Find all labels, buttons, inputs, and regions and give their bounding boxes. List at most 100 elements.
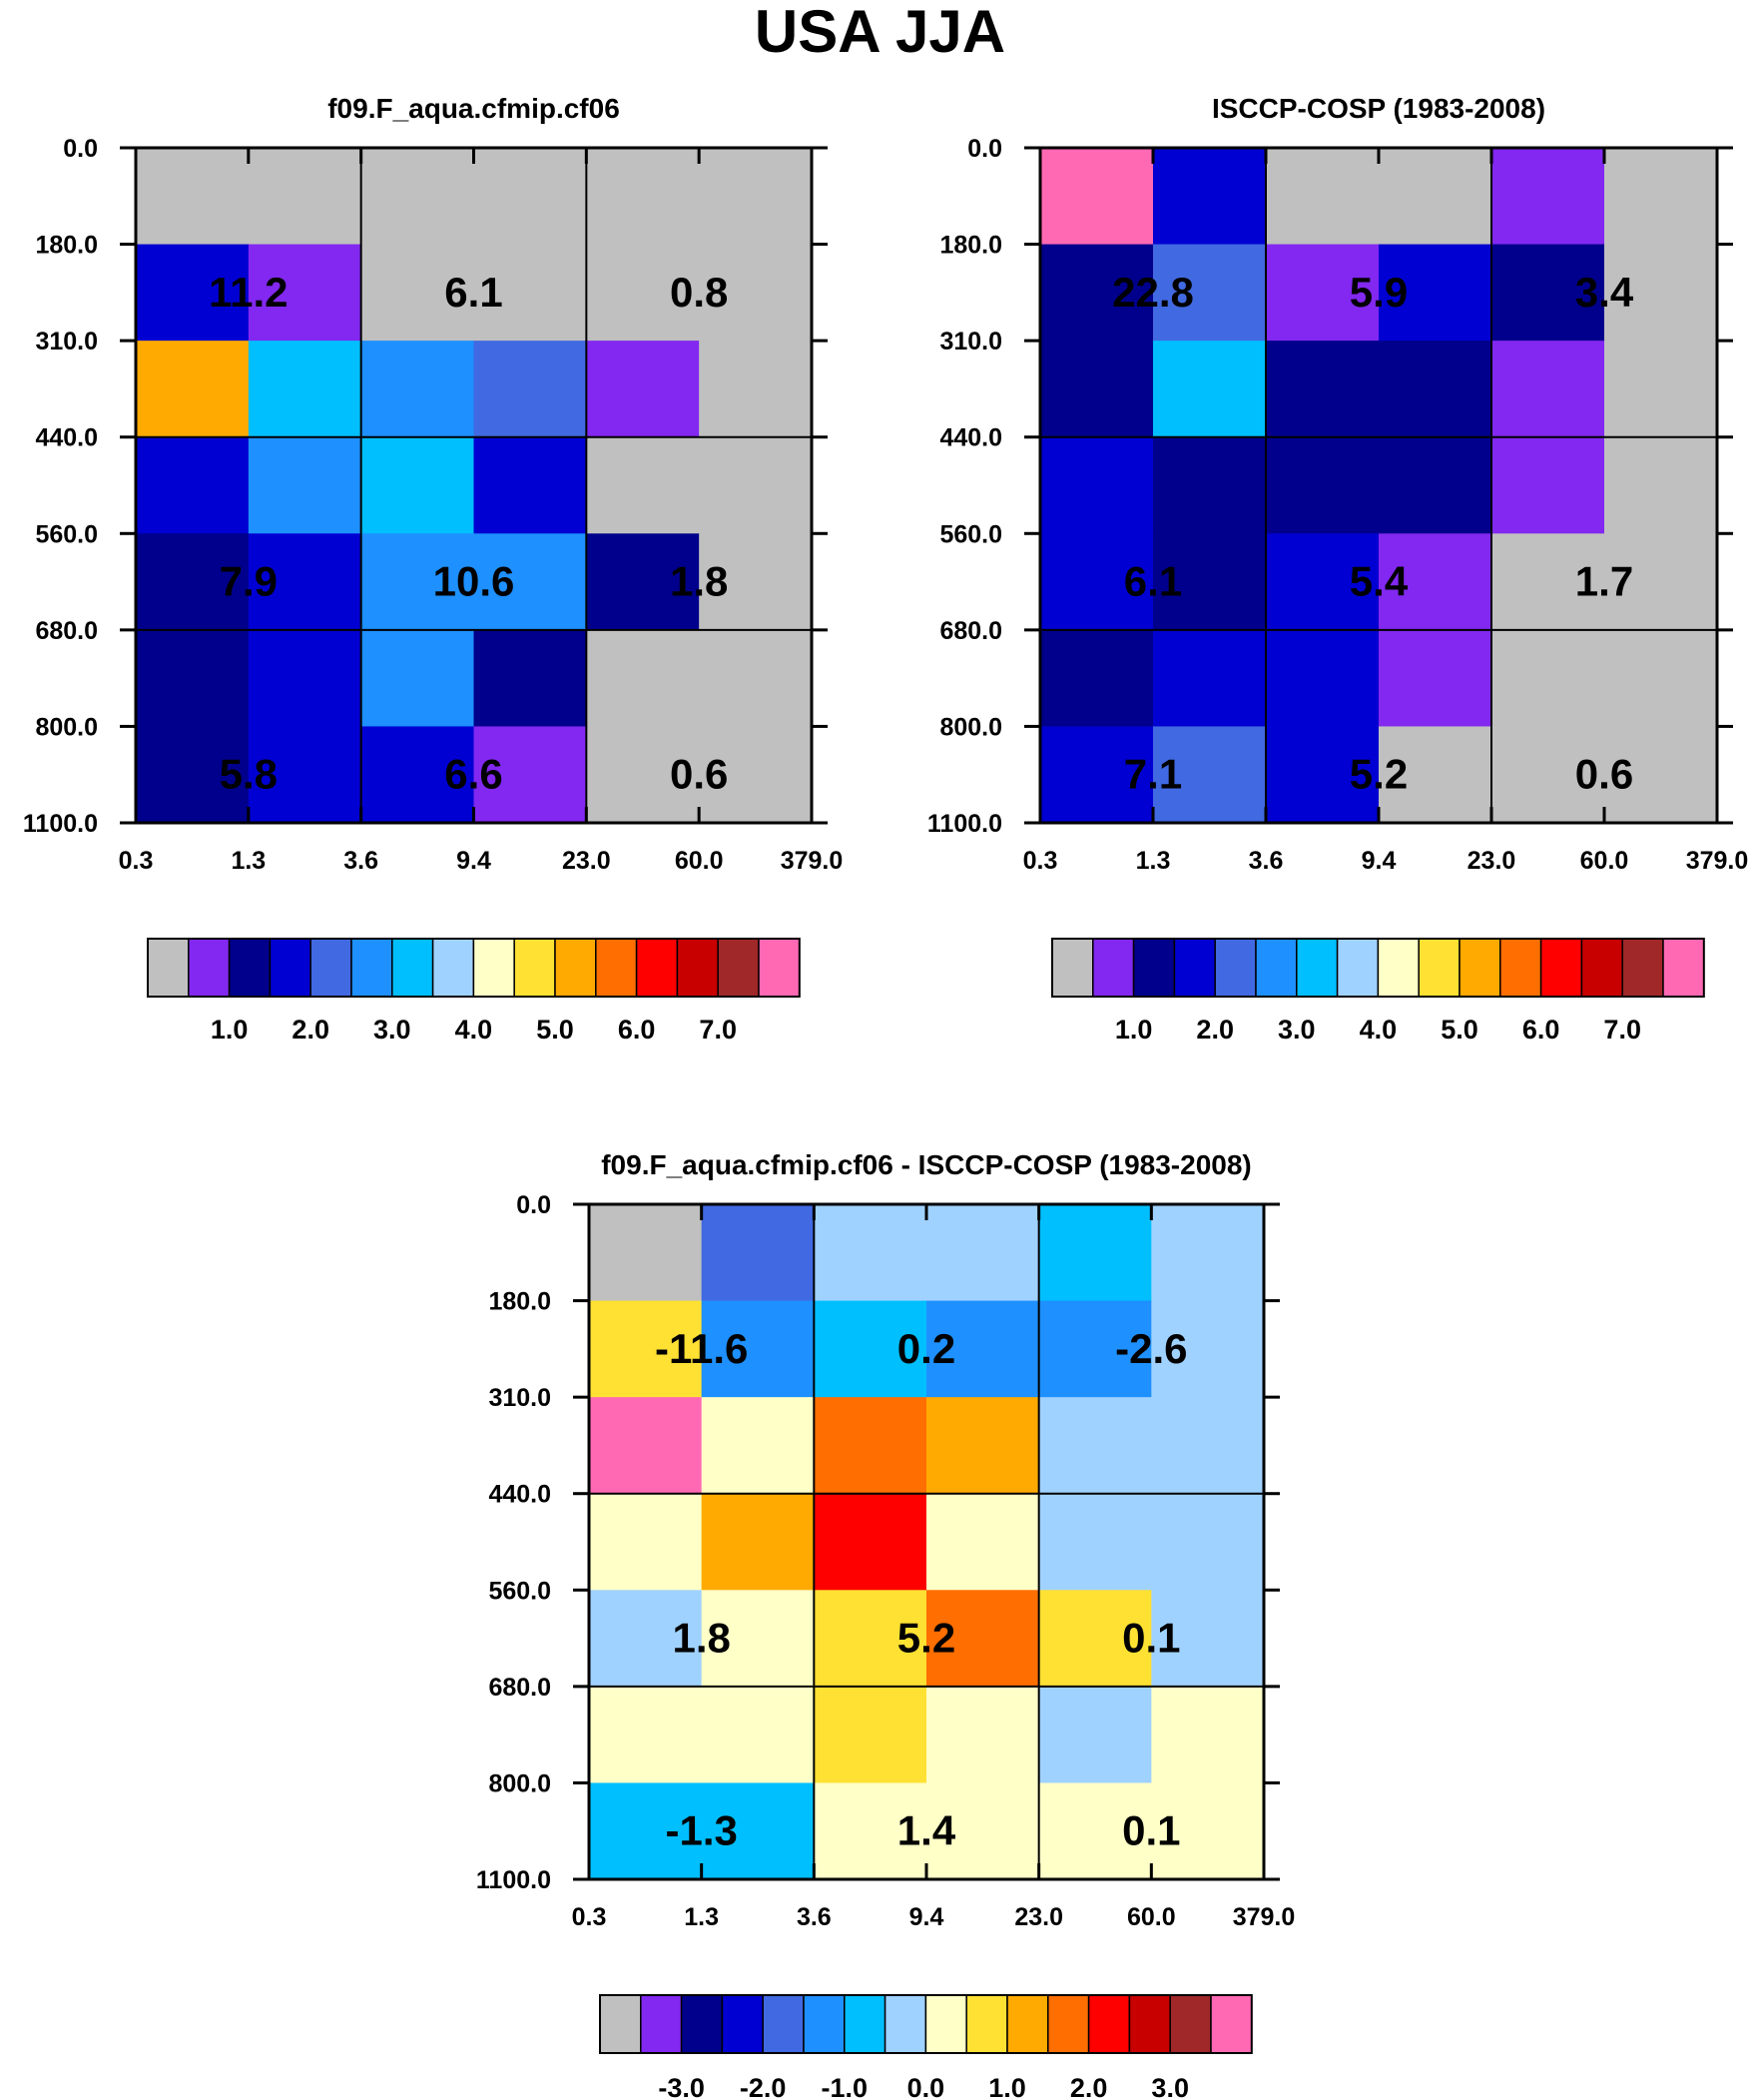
x-tick-label: 60.0 (1580, 847, 1629, 875)
heatmap-cell (586, 629, 700, 727)
colorbar-swatch (965, 1994, 1008, 2054)
colorbar-label: 6.0 (1522, 1015, 1560, 1045)
colorbar-swatch (1418, 938, 1461, 998)
x-tick-label: 3.6 (797, 1903, 832, 1931)
heatmap-cell (1153, 533, 1267, 631)
colorbar-frame (1051, 938, 1705, 998)
heatmap-cell (586, 726, 700, 824)
heatmap-cell (1379, 726, 1492, 824)
colorbar-swatch (1377, 938, 1420, 998)
x-tick-label: 0.3 (1023, 847, 1058, 875)
panels-group: f09.F_aqua.cfmip.cf06 11.2 6.1 0.8 7.9 10.6 1.… (23, 93, 1748, 2100)
y-tick-label: 1100.0 (927, 810, 1002, 838)
group-total-label: 10.6 (433, 558, 515, 605)
colorbar-swatch (1539, 938, 1583, 998)
colorbar-label: 7.0 (699, 1015, 737, 1045)
y-tick-label: 310.0 (35, 328, 98, 355)
x-tick-label: 1.3 (1136, 847, 1171, 875)
colorbar-label: -1.0 (822, 2073, 869, 2100)
colorbar-label: 6.0 (618, 1015, 656, 1045)
heatmap-cell (1040, 148, 1154, 246)
heatmap-cell (360, 533, 474, 631)
heatmap-cell (1491, 726, 1605, 824)
group-total-label: -11.6 (655, 1325, 748, 1372)
group-total-label: 0.8 (670, 269, 728, 316)
heatmap-cell (814, 1397, 927, 1495)
heatmap-cell (699, 341, 813, 438)
heatmap-cell (1379, 629, 1492, 727)
y-tick-label: 560.0 (939, 520, 1002, 548)
heatmap-cell (926, 1493, 1040, 1591)
heatmap-cell (1379, 436, 1492, 534)
group-total-label: -2.6 (1115, 1325, 1187, 1372)
colorbar-label: -3.0 (658, 2073, 705, 2100)
group-total-label: 5.2 (897, 1615, 955, 1662)
x-tick-label: 0.3 (572, 1903, 607, 1931)
y-tick-label: 180.0 (35, 232, 98, 260)
y-tick-label: 800.0 (939, 713, 1002, 741)
colorbar-label: 3.0 (1151, 2073, 1189, 2100)
colorbar-swatch (188, 938, 231, 998)
y-tick-label: 310.0 (488, 1384, 551, 1412)
y-tick-label: 680.0 (939, 617, 1002, 645)
colorbar-swatch (1499, 938, 1542, 998)
heatmap-cell (1040, 629, 1154, 727)
heatmap-cell (701, 1493, 815, 1591)
colorbar-swatch (1006, 1994, 1049, 2054)
heatmap-cell (248, 148, 362, 246)
heatmap-cell (473, 341, 587, 438)
heatmap-cell (926, 1590, 1040, 1688)
colorbar-swatch (1662, 938, 1705, 998)
group-total-label: 11.2 (209, 269, 288, 316)
heatmap-cell (136, 629, 250, 727)
heatmap-cell (1604, 726, 1718, 824)
y-tick-label: 440.0 (35, 424, 98, 452)
colorbar-swatch (717, 938, 760, 998)
heatmap-cell (701, 1204, 815, 1302)
heatmap-cell (136, 244, 250, 342)
heatmap-cell (136, 726, 250, 824)
colorbar-swatch (1255, 938, 1298, 998)
panel-1: f09.F_aqua.cfmip.cf06 11.2 6.1 0.8 7.9 10.6 1.… (23, 93, 843, 1045)
heatmap-cell (136, 436, 250, 534)
heatmap-cell (701, 1300, 815, 1398)
y-tick-label: 440.0 (939, 424, 1002, 452)
heatmap-cell (1040, 726, 1154, 824)
heatmap-cell (1266, 533, 1380, 631)
x-tick-label: 379.0 (1233, 1903, 1296, 1931)
heatmap-cell (136, 341, 250, 438)
panel-title: f09.F_aqua.cfmip.cf06 - ISCCP-COSP (1983… (601, 1149, 1252, 1180)
heatmap-cell (814, 1204, 927, 1302)
panel-title: ISCCP-COSP (1983-2008) (1212, 93, 1545, 124)
heatmap-cell (1491, 533, 1605, 631)
heatmap-cell (1151, 1300, 1265, 1398)
heatmap-cell (1266, 726, 1380, 824)
heatmap-cell (1040, 533, 1154, 631)
group-total-label: 0.2 (897, 1325, 955, 1372)
colorbar-swatch (762, 1994, 805, 2054)
group-total-label: 6.1 (1124, 558, 1182, 605)
group-total-label: 0.6 (670, 751, 728, 798)
heatmap-cell (1491, 436, 1605, 534)
colorbar-swatch (721, 1994, 764, 2054)
group-total-label: 0.6 (1575, 751, 1633, 798)
heatmap-cell (589, 1204, 703, 1302)
colorbar-swatch (1047, 1994, 1090, 2054)
group-total-label: 6.6 (444, 751, 502, 798)
y-tick-label: 800.0 (35, 713, 98, 741)
heatmap-cell (814, 1300, 927, 1398)
colorbar-swatch (1051, 938, 1094, 998)
colorbar-label: 2.0 (292, 1015, 329, 1045)
colorbar-swatch (147, 938, 190, 998)
heatmap-cell (473, 726, 587, 824)
colorbar-label: 5.0 (1441, 1015, 1478, 1045)
y-tick-label: 310.0 (939, 328, 1002, 355)
colorbar-swatch (554, 938, 597, 998)
heatmap-cell (1038, 1397, 1152, 1495)
colorbar-swatch (1210, 1994, 1253, 2054)
heatmap-cell (1491, 629, 1605, 727)
heatmap-cell (360, 436, 474, 534)
heatmap-cell (1153, 436, 1267, 534)
colorbar-swatch (1173, 938, 1216, 998)
